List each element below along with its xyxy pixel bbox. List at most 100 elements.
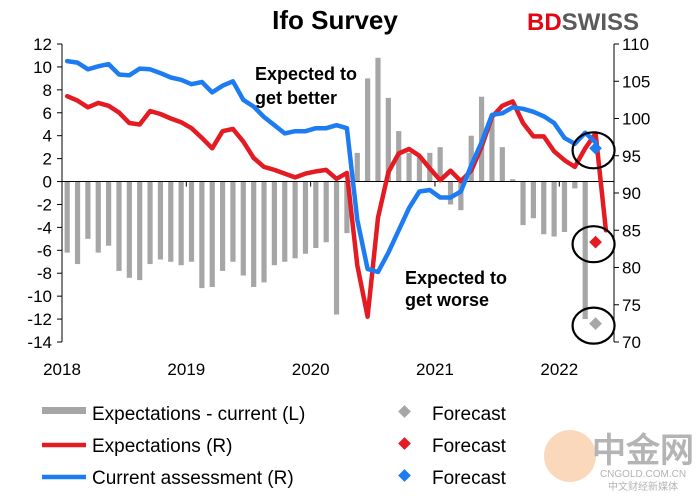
left-tick-label: 0 — [43, 173, 52, 192]
legend-forecast-marker — [398, 437, 411, 450]
bar-expectations-minus-current — [199, 181, 205, 289]
bar-expectations-minus-current — [74, 181, 81, 265]
bar-expectations-minus-current — [240, 181, 246, 276]
left-tick-label: -2 — [37, 195, 52, 214]
bar-expectations-minus-current — [582, 181, 588, 320]
line-current-assessment — [64, 58, 598, 275]
bar-expectations-minus-current — [520, 181, 526, 226]
bar-expectations-minus-current — [126, 181, 132, 278]
right-tick-label: 85 — [622, 221, 641, 240]
bar-expectations-minus-current — [313, 181, 319, 249]
legend-swatch-bar — [42, 407, 86, 414]
legend-forecast-label: Forecast — [432, 436, 507, 457]
watermark-line-2: 中文财经新媒体 — [608, 480, 678, 493]
left-tick-label: -12 — [27, 310, 52, 329]
left-tick-label: -6 — [37, 241, 52, 260]
bar-expectations-minus-current — [157, 181, 164, 260]
bar-expectations-minus-current — [530, 181, 536, 219]
bar-expectations-minus-current — [209, 181, 215, 287]
bar-expectations-minus-current — [271, 181, 277, 266]
legend: Expectations - current (L) Forecast Expect… — [42, 404, 507, 489]
bar-expectations-minus-current — [261, 181, 267, 283]
forecast-marker — [589, 235, 602, 249]
watermark-line-1: CNGOLD.COM.CN — [600, 469, 686, 480]
forecast-marker — [589, 317, 602, 331]
legend-forecast-marker — [398, 405, 411, 418]
left-tick-label: 2 — [43, 150, 52, 169]
bar-expectations-minus-current — [510, 179, 516, 182]
bar-expectations-minus-current — [85, 181, 91, 239]
watermark-mark: 中金网 — [592, 431, 694, 470]
left-tick-label: 8 — [43, 81, 52, 100]
legend-label: Current assessment (R) — [92, 468, 294, 489]
bar-expectations-minus-current — [188, 181, 195, 262]
bar-expectations-minus-current — [147, 181, 153, 265]
svg-text:BDSWISS: BDSWISS — [527, 9, 639, 36]
brand-part-1: BD — [527, 9, 562, 36]
right-tick-label: 75 — [622, 296, 641, 315]
bar-expectations-minus-current — [354, 152, 360, 182]
bar-expectations-minus-current — [447, 181, 454, 205]
bar-expectations-minus-current — [333, 181, 340, 315]
left-tick-label: 4 — [43, 127, 52, 146]
bar-expectations-minus-current — [385, 97, 391, 182]
bar-expectations-minus-current — [406, 152, 412, 182]
bar-expectations-minus-current — [365, 78, 371, 182]
chart-title: Ifo Survey — [272, 5, 398, 35]
right-tick-label: 70 — [622, 333, 641, 352]
bar-expectations-minus-current — [178, 181, 184, 266]
brand-logo: BDSWISS — [527, 9, 639, 36]
x-tick-label: 2019 — [167, 360, 205, 379]
forecast-circle — [571, 131, 616, 170]
annotation-worse-line-1: Expected to — [405, 268, 507, 288]
left-tick-label: -10 — [27, 287, 52, 306]
bar-expectations-minus-current — [106, 181, 112, 246]
left-tick-label: -14 — [27, 333, 52, 352]
right-tick-label: 80 — [622, 259, 641, 278]
bar-expectations-minus-current — [95, 181, 101, 253]
annotation-better: Expected to get better — [255, 64, 357, 108]
bar-expectations-minus-current — [499, 147, 505, 182]
brand-part-2: SWISS — [562, 9, 639, 36]
legend-forecast-label: Forecast — [432, 468, 507, 489]
bar-expectations-minus-current — [323, 181, 329, 243]
watermark: 中金网 CNGOLD.COM.CN 中文财经新媒体 — [544, 430, 694, 493]
bar-expectations-minus-current — [572, 181, 578, 189]
legend-label: Expectations - current (L) — [92, 404, 305, 425]
annotation-better-line-2: get better — [255, 88, 337, 108]
forecast-circle — [571, 225, 616, 264]
bar-expectations-minus-current — [344, 181, 350, 234]
bar-expectations-minus-current — [468, 135, 474, 182]
annotation-worse: Expected to get worse — [405, 268, 507, 310]
bar-expectations-minus-current — [302, 181, 309, 254]
bar-expectations-minus-current — [375, 57, 381, 182]
left-tick-label: 6 — [43, 104, 52, 123]
annotation-better-line-1: Expected to — [255, 64, 357, 84]
legend-forecast-label: Forecast — [432, 404, 507, 425]
bar-expectations-minus-current — [437, 147, 443, 182]
annotation-worse-line-2: get worse — [405, 290, 489, 310]
forecast-marker — [589, 141, 602, 155]
bar-expectations-minus-current — [458, 181, 464, 211]
x-tick-label: 2022 — [540, 360, 578, 379]
bar-expectations-minus-current — [551, 181, 557, 237]
bar-expectations-minus-current — [116, 181, 122, 271]
legend-label: Expectations (R) — [92, 436, 232, 457]
x-tick-label: 2021 — [416, 360, 454, 379]
left-tick-label: 10 — [33, 58, 52, 77]
bar-expectations-minus-current — [64, 181, 70, 253]
bar-expectations-minus-current — [137, 181, 143, 281]
legend-forecast-marker — [398, 469, 411, 482]
right-tick-label: 95 — [622, 147, 641, 166]
bar-expectations-minus-current — [416, 156, 423, 182]
bar-expectations-minus-current — [292, 181, 298, 259]
bar-expectations-minus-current — [168, 181, 174, 262]
left-tick-label: 12 — [33, 35, 52, 54]
right-tick-label: 90 — [622, 184, 641, 203]
watermark-emblem-icon — [544, 430, 596, 482]
bar-expectations-minus-current — [561, 181, 568, 232]
bar-expectations-minus-current — [489, 118, 495, 182]
x-tick-label: 2020 — [292, 360, 330, 379]
right-tick-label: 100 — [622, 110, 650, 129]
